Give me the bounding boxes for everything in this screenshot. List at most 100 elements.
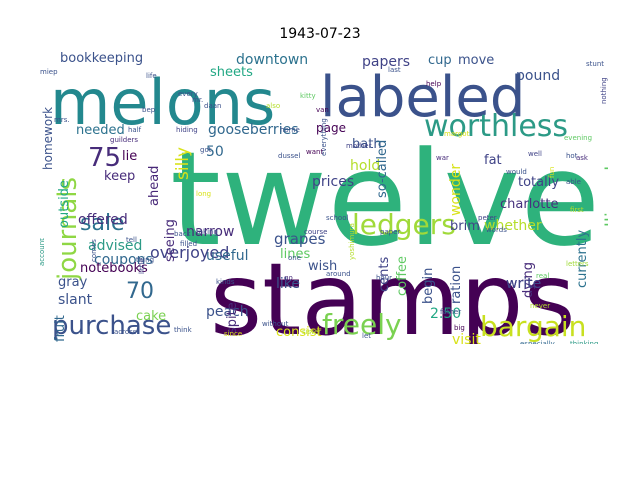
word-filled: filled — [180, 240, 197, 248]
word-downtown: downtown — [236, 52, 308, 68]
word-stamps: stamps — [210, 241, 576, 344]
word-school: school — [326, 214, 348, 222]
word-dying: dying — [521, 262, 536, 298]
word-worthless: worthless — [424, 109, 568, 144]
word-daan: daan — [204, 102, 221, 110]
word-prices: prices — [312, 174, 354, 190]
word-thinking: thinking — [570, 340, 598, 344]
word-comes: comes — [90, 239, 98, 262]
word-let: let — [362, 332, 371, 340]
word-everything: everything — [320, 118, 328, 156]
word-charlotte: charlotte — [500, 197, 558, 212]
word-pound: pound — [516, 68, 560, 84]
word-letters: letters — [566, 260, 589, 268]
word-real: real — [536, 272, 549, 280]
word-think: think — [174, 326, 193, 334]
word-mr-: mr. — [192, 96, 203, 104]
word-also: also — [266, 102, 280, 110]
word-miep: miep — [40, 68, 58, 76]
word-currently: currently — [575, 229, 590, 288]
word-ration: ration — [449, 266, 464, 304]
word-overjoyed: overjoyed — [150, 243, 229, 262]
word-since: since — [224, 330, 242, 338]
word-whether: whether — [484, 218, 542, 234]
word-home: home — [280, 126, 300, 134]
word-lie: lie — [122, 149, 137, 164]
word-totally: totally — [518, 175, 559, 190]
word-coupons: coupons — [94, 252, 153, 268]
word-thing: thing — [136, 256, 154, 264]
word-van: van — [316, 106, 329, 114]
word-notebooks: notebooks — [80, 261, 148, 276]
word-70: 70 — [126, 279, 154, 304]
word-able: able — [566, 178, 581, 186]
word-twelve: twelve — [170, 123, 600, 275]
word-life: life — [146, 72, 157, 80]
word-ledgers: ledgers — [352, 208, 456, 241]
word-nothing: nothing — [600, 77, 608, 104]
word-never: never — [530, 302, 550, 310]
word-help: help — [426, 80, 442, 88]
word-sale: sale — [80, 211, 125, 236]
word-move: move — [458, 53, 494, 68]
word-slant: slant — [58, 292, 93, 308]
word-sister: sister — [302, 328, 321, 336]
word-hiding: hiding — [176, 126, 198, 134]
word-page: page — [316, 121, 346, 135]
word-one: one — [288, 254, 301, 262]
word-narrow: narrow — [186, 224, 234, 240]
word-account: account — [40, 238, 46, 266]
word-bep: bep — [142, 106, 156, 114]
word-cloud: twelve stamps melons labeled worthless ledger… — [40, 48, 608, 344]
word-wonder: wonder — [448, 164, 464, 216]
word-little: little — [138, 258, 146, 274]
word-purchase: purchase — [52, 311, 171, 341]
word-want: want — [306, 148, 323, 156]
word-begin: begin — [421, 268, 436, 304]
word-useful: useful — [206, 248, 248, 264]
word-melons: melons — [50, 66, 275, 139]
word-cents: cents — [377, 257, 392, 292]
word-bookkeeping: bookkeeping — [60, 51, 143, 66]
word-half: half — [128, 126, 142, 134]
word-outside: outside — [57, 180, 72, 228]
word-bath: bath — [352, 137, 382, 152]
word-cup: cup — [428, 53, 452, 68]
word-back: back — [174, 230, 192, 238]
word-journals: journals — [53, 177, 83, 281]
word-spite: spite — [225, 302, 240, 334]
word-labeled: labeled — [320, 65, 525, 130]
word-big: big — [454, 324, 465, 332]
word-hold: hold — [350, 158, 380, 174]
word-peach: peach — [206, 304, 249, 320]
word-margot: margot — [444, 130, 470, 138]
word-well: well — [528, 150, 542, 158]
word-course: course — [304, 228, 327, 236]
word-coffee: coffee — [395, 256, 410, 296]
word-without: without — [262, 320, 289, 328]
word-tell: tell — [126, 236, 137, 244]
word-ahead: ahead — [147, 166, 162, 206]
word-last: last — [388, 66, 401, 74]
word-like: like — [276, 276, 300, 292]
word-lines: lines — [280, 247, 310, 262]
word-father: father — [440, 308, 461, 316]
word-peter: peter — [478, 214, 497, 222]
word-fruit: fruit — [53, 315, 68, 342]
word-around: around — [326, 270, 351, 278]
word-advised: advised — [88, 238, 142, 254]
word-wish: wish — [308, 259, 337, 274]
word-taking: taking — [196, 228, 218, 236]
word-cake: cake — [136, 309, 166, 324]
word-fat: fat — [484, 153, 502, 168]
word-consist: consist — [276, 325, 322, 340]
word-keep: keep — [104, 169, 135, 184]
word-mrs-: mrs. — [54, 116, 70, 124]
word-got: got — [200, 146, 212, 154]
word-needed: needed — [76, 123, 125, 138]
word-ask: ask — [576, 154, 589, 162]
word-especially: especially — [520, 340, 555, 344]
word-guilders: guilders — [110, 136, 138, 144]
word-visit: visit — [452, 332, 481, 344]
word-kitty: kitty — [300, 92, 316, 100]
